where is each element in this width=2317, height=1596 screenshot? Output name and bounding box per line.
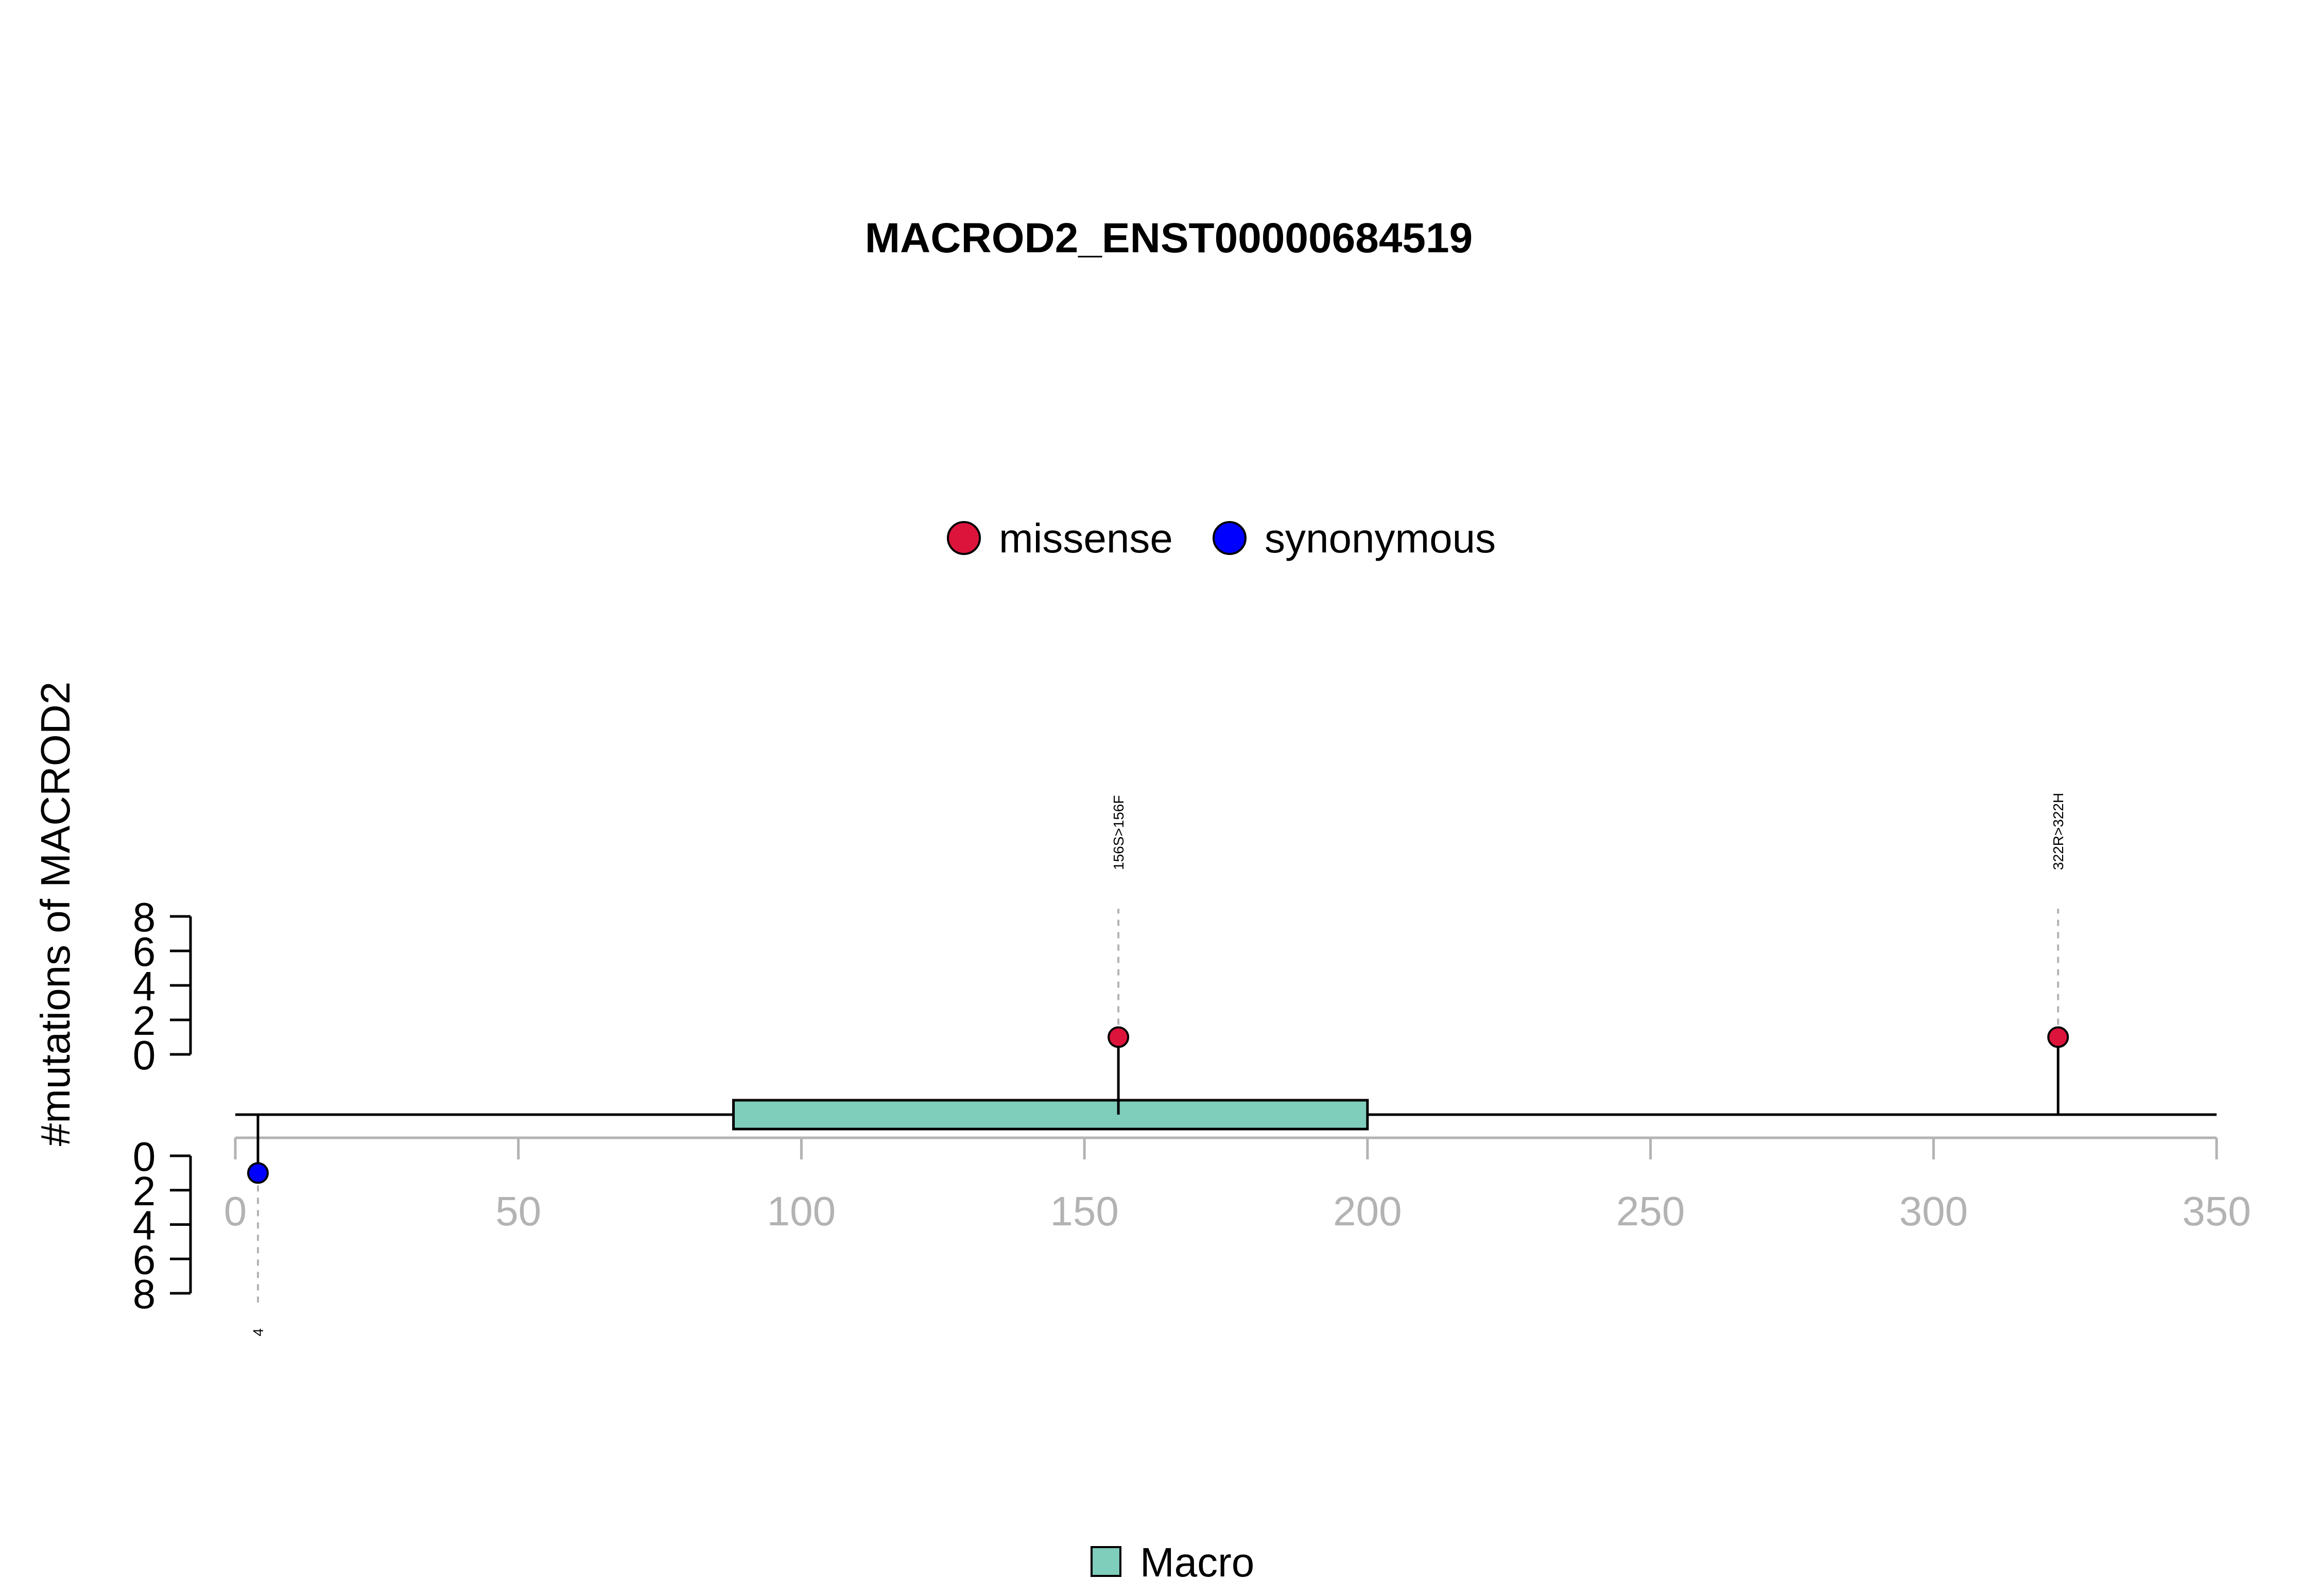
domains bbox=[732, 1099, 1369, 1131]
y-tick-label-top-0: 0 bbox=[133, 1032, 156, 1078]
y-axis-label: #mutations of MACROD2 bbox=[32, 682, 78, 1147]
x-tick-label-300: 300 bbox=[1899, 1188, 1968, 1234]
mutation-label-4: 4 bbox=[250, 1328, 266, 1337]
x-tick-label-50: 50 bbox=[495, 1188, 541, 1234]
domain-legend-swatch-Macro bbox=[1091, 1546, 1121, 1577]
domain-Macro bbox=[732, 1099, 1369, 1131]
mutation-point-156 bbox=[1108, 1026, 1130, 1048]
y-tick-label-bottom-6: 6 bbox=[133, 1237, 156, 1282]
x-tick-label-100: 100 bbox=[767, 1188, 836, 1234]
y-tick-label-top-6: 6 bbox=[133, 929, 156, 975]
x-tick-label-0: 0 bbox=[224, 1188, 247, 1234]
x-tick-label-250: 250 bbox=[1616, 1188, 1685, 1234]
y-tick-label-bottom-2: 2 bbox=[133, 1168, 156, 1214]
y-tick-label-bottom-8: 8 bbox=[133, 1271, 156, 1317]
mutation-label-156: 156S>156F bbox=[1111, 795, 1127, 870]
y-tick-label-top-8: 8 bbox=[133, 894, 156, 940]
mutation-legend: missense synonymous bbox=[947, 515, 1496, 561]
mutations: 156S>156F 322R>322H 4 bbox=[247, 793, 2069, 1337]
domain-legend-label-Macro: Macro bbox=[1140, 1539, 1254, 1585]
mutation-point-322 bbox=[2047, 1026, 2069, 1048]
x-tick-label-200: 200 bbox=[1333, 1188, 1402, 1234]
y-tick-label-top-2: 2 bbox=[133, 998, 156, 1044]
y-tick-label-bottom-4: 4 bbox=[133, 1203, 156, 1248]
y-tick-label-bottom-0: 0 bbox=[133, 1134, 156, 1179]
chart-title: MACROD2_ENST00000684519 bbox=[865, 215, 1473, 262]
legend-marker-missense bbox=[947, 521, 981, 555]
legend-marker-synonymous bbox=[1213, 521, 1247, 555]
domain-legend: Macro bbox=[1091, 1539, 1254, 1585]
x-tick-label-150: 150 bbox=[1050, 1188, 1118, 1234]
mutation-label-322: 322R>322H bbox=[2050, 793, 2066, 870]
y-axis-title: #mutations of MACROD2 bbox=[32, 682, 78, 1147]
x-tick-label-350: 350 bbox=[2182, 1188, 2251, 1234]
legend-label-synonymous: synonymous bbox=[1265, 515, 1496, 561]
mutation-point-4 bbox=[247, 1162, 269, 1184]
legend-label-missense: missense bbox=[999, 515, 1173, 561]
x-axis: 0 50 100 150 200 250 300 350 bbox=[224, 1136, 2251, 1234]
y-tick-label-top-4: 4 bbox=[133, 963, 156, 1009]
